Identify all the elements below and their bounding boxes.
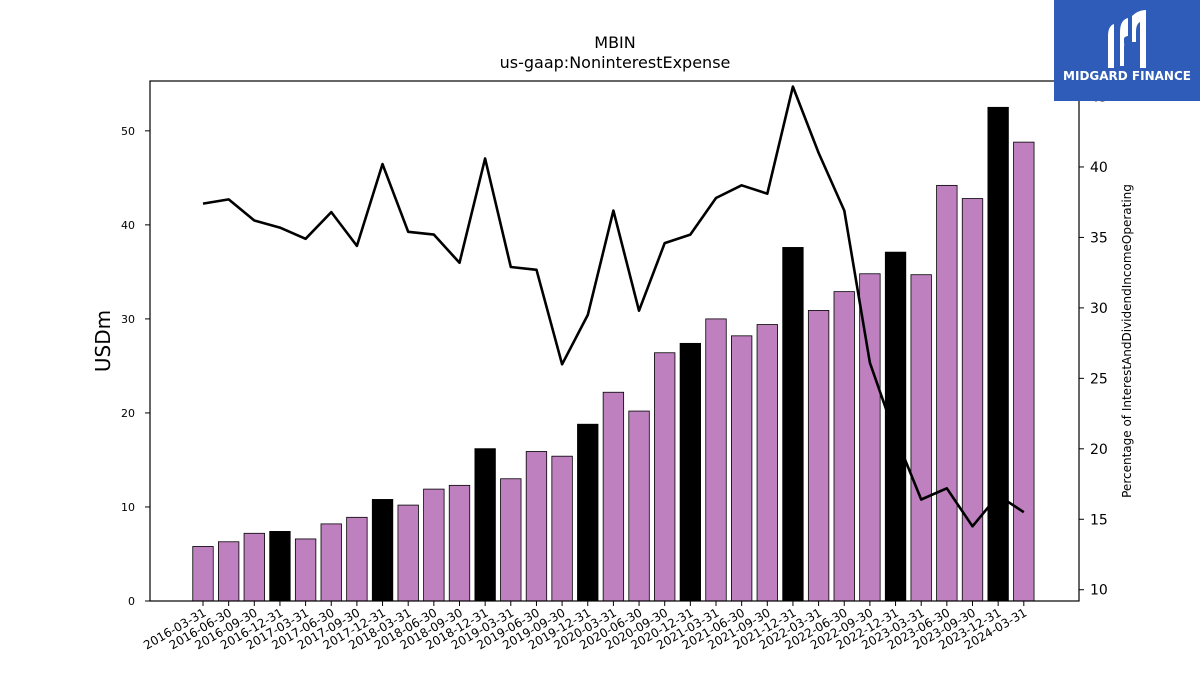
bar-2016-06-30 <box>217 541 240 602</box>
bar-2020-09-30 <box>654 352 676 602</box>
y-tick-label: 40 <box>121 219 135 232</box>
bar-2021-06-30 <box>731 335 753 602</box>
bar-2023-06-30 <box>936 184 958 602</box>
bar-2019-12-31 <box>577 423 599 602</box>
y2-tick-label: 25 <box>1090 371 1108 387</box>
y2-tick-label: 30 <box>1090 301 1108 317</box>
bar-2024-03-31 <box>1013 141 1035 602</box>
y2-tick-label: 40 <box>1090 160 1108 176</box>
bar-2022-06-30 <box>833 291 855 602</box>
chart-title: MBIN <box>594 33 635 52</box>
x-axis: 2016-03-312016-06-302016-09-302016-12-31… <box>141 601 1029 652</box>
bar-2017-09-30 <box>346 516 368 602</box>
bar-2018-06-30 <box>423 488 445 602</box>
y-tick-label: 30 <box>121 313 135 326</box>
bars <box>192 106 1035 602</box>
logo-text: MIDGARD FINANCE <box>1063 69 1191 83</box>
bar-2016-12-31 <box>269 531 291 602</box>
y-tick-label: 10 <box>121 501 135 514</box>
y2-axis-label: Percentage of InterestAndDividendIncomeO… <box>1120 184 1134 498</box>
right-axis: 1015202530354045 <box>1079 90 1108 599</box>
bar-2020-06-30 <box>628 410 650 602</box>
bar-2022-03-31 <box>807 310 830 602</box>
bar-2020-12-31 <box>679 342 701 602</box>
bar-2023-12-31 <box>987 106 1009 602</box>
bar-2019-09-30 <box>551 455 573 602</box>
bar-2017-12-31 <box>371 499 394 602</box>
bar-2018-12-31 <box>474 448 496 602</box>
bar-2020-03-31 <box>602 391 625 602</box>
chart-subtitle: us-gaap:NoninterestExpense <box>500 53 731 72</box>
bar-2022-12-31 <box>884 251 907 602</box>
bar-2021-09-30 <box>756 324 778 602</box>
y2-tick-label: 35 <box>1090 230 1108 246</box>
y-tick-label: 0 <box>128 595 135 608</box>
y-axis-label: USDm <box>91 310 115 372</box>
left-axis: 0 10 20 30 40 50 <box>121 125 150 608</box>
y2-tick-label: 15 <box>1090 512 1108 528</box>
bar-2021-12-31 <box>782 247 804 602</box>
bar-2018-03-31 <box>397 504 419 602</box>
ratio-line <box>202 85 1025 528</box>
bar-2019-03-31 <box>500 478 522 602</box>
bar-2019-06-30 <box>525 451 548 602</box>
ratio-line-path <box>202 85 1025 528</box>
bar-2021-03-31 <box>705 318 727 602</box>
bar-2016-09-30 <box>243 532 265 602</box>
y2-tick-label: 20 <box>1090 442 1108 458</box>
bar-2017-06-30 <box>320 523 342 602</box>
plot-frame <box>149 80 1080 602</box>
bar-2017-03-31 <box>294 538 317 602</box>
midgard-finance-logo: MIDGARD FINANCE <box>1054 0 1200 101</box>
midgard-finance-logo-mark-icon <box>1108 10 1146 68</box>
bar-2023-03-31 <box>910 274 932 602</box>
bar-2016-03-31 <box>192 546 214 602</box>
y-tick-label: 20 <box>121 407 135 420</box>
bar-2023-09-30 <box>961 198 984 602</box>
bar-2018-09-30 <box>448 484 471 602</box>
y2-tick-label: 10 <box>1090 583 1108 599</box>
y-tick-label: 50 <box>121 125 135 138</box>
